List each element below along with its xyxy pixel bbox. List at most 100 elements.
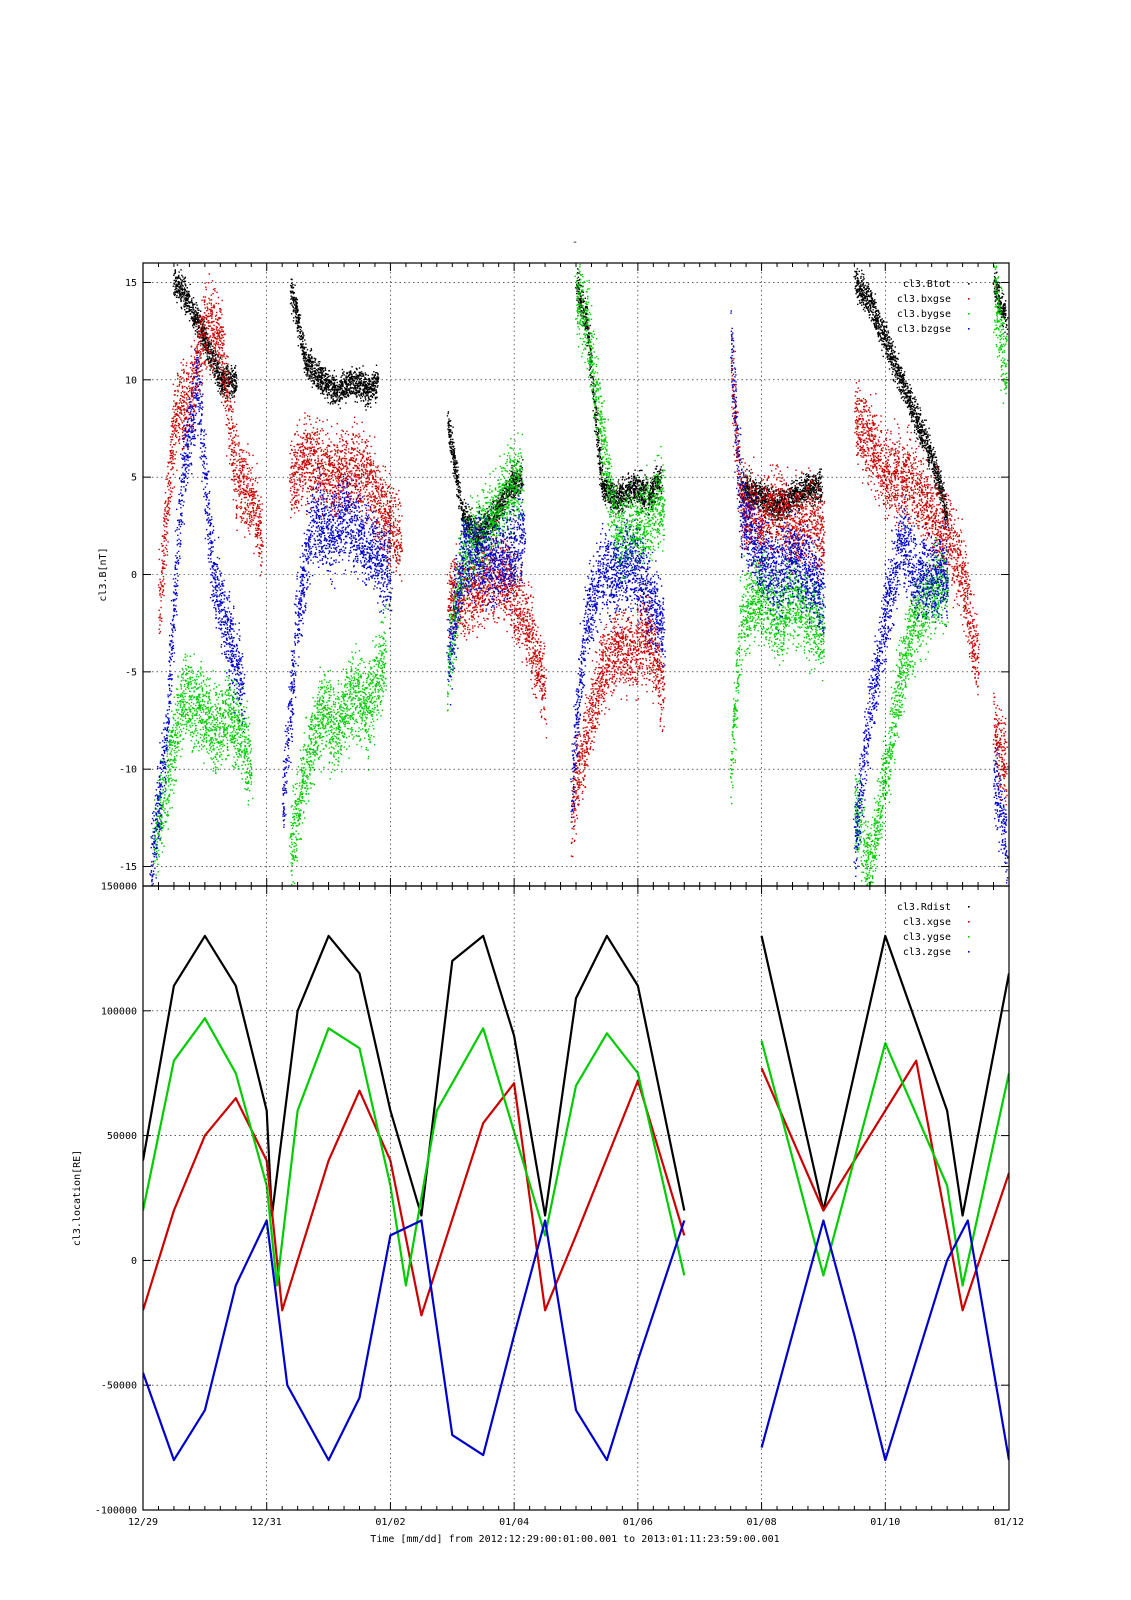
data-point <box>377 375 379 377</box>
data-point <box>184 277 186 280</box>
data-point <box>183 305 185 307</box>
data-point <box>589 366 591 368</box>
data-point <box>323 393 325 395</box>
data-point <box>211 354 214 356</box>
data-point <box>342 391 345 394</box>
data-point <box>314 364 316 366</box>
data-point <box>373 385 375 387</box>
data-point <box>179 291 181 293</box>
data-point <box>216 361 219 364</box>
data-point <box>307 360 309 362</box>
data-point <box>202 334 205 337</box>
data-point <box>454 463 457 466</box>
data-point <box>344 380 347 383</box>
data-point <box>310 360 312 363</box>
data-point <box>779 499 781 501</box>
data-point <box>211 353 213 355</box>
data-point <box>215 379 218 381</box>
data-point <box>296 311 298 313</box>
data-point <box>308 356 311 359</box>
data-point <box>360 393 363 396</box>
data-point <box>180 300 183 302</box>
data-point <box>293 299 295 302</box>
data-point <box>178 289 180 291</box>
data-point <box>455 461 458 464</box>
data-point <box>353 380 355 382</box>
data-point <box>298 318 300 321</box>
data-point <box>351 392 353 395</box>
data-point <box>176 264 179 266</box>
data-point <box>358 380 360 383</box>
data-point <box>189 306 191 309</box>
data-point <box>452 438 454 441</box>
data-point <box>210 367 212 369</box>
series-cl3-Btot <box>172 264 1009 556</box>
data-point <box>645 478 647 480</box>
data-point <box>203 320 206 323</box>
data-point <box>351 379 354 381</box>
data-point <box>369 402 371 404</box>
y-tick-label: 5 <box>131 473 137 484</box>
data-point <box>608 501 611 504</box>
data-point <box>185 302 187 304</box>
data-point <box>225 366 228 368</box>
data-point <box>224 372 226 375</box>
data-point <box>186 290 188 293</box>
data-point <box>358 382 360 385</box>
data-point <box>225 367 227 369</box>
data-point <box>298 319 300 321</box>
data-point <box>214 374 216 376</box>
data-point <box>576 299 578 302</box>
data-point <box>767 489 770 492</box>
data-point <box>317 371 319 373</box>
data-point <box>174 271 177 273</box>
data-point <box>592 378 594 381</box>
data-point <box>362 381 364 383</box>
data-point <box>607 468 609 470</box>
data-point <box>597 444 599 447</box>
data-point <box>789 496 791 499</box>
data-point <box>305 357 308 360</box>
data-point <box>451 451 454 453</box>
data-point <box>653 471 655 474</box>
data-point <box>221 381 224 383</box>
data-point <box>620 509 622 511</box>
data-point <box>632 473 635 475</box>
data-point <box>295 321 298 323</box>
data-point <box>340 376 342 378</box>
data-point <box>185 299 188 301</box>
data-point <box>456 475 459 477</box>
data-point <box>308 359 311 361</box>
data-point <box>345 381 347 384</box>
data-point <box>293 291 296 294</box>
data-point <box>360 372 363 375</box>
data-point <box>207 358 209 361</box>
data-point <box>647 507 650 509</box>
data-point <box>653 488 655 491</box>
data-point <box>655 493 657 495</box>
data-point <box>173 273 176 275</box>
data-point <box>308 364 310 367</box>
data-point <box>326 393 328 396</box>
data-point <box>173 279 175 282</box>
data-point <box>208 341 210 343</box>
data-point <box>216 371 219 373</box>
data-point <box>213 367 216 369</box>
data-point <box>772 490 774 493</box>
data-point <box>292 286 295 289</box>
data-point <box>457 480 459 482</box>
data-point <box>295 307 297 309</box>
data-point <box>207 342 210 344</box>
data-point <box>615 489 618 491</box>
data-point <box>292 310 294 312</box>
data-point <box>220 374 223 376</box>
y-tick-label: -15 <box>119 862 137 873</box>
data-point <box>368 383 370 385</box>
data-point <box>206 355 208 357</box>
data-point <box>228 383 231 385</box>
data-point <box>511 464 513 467</box>
data-point <box>301 353 303 355</box>
data-point <box>206 344 208 347</box>
data-point <box>365 392 367 395</box>
data-point <box>308 361 311 364</box>
